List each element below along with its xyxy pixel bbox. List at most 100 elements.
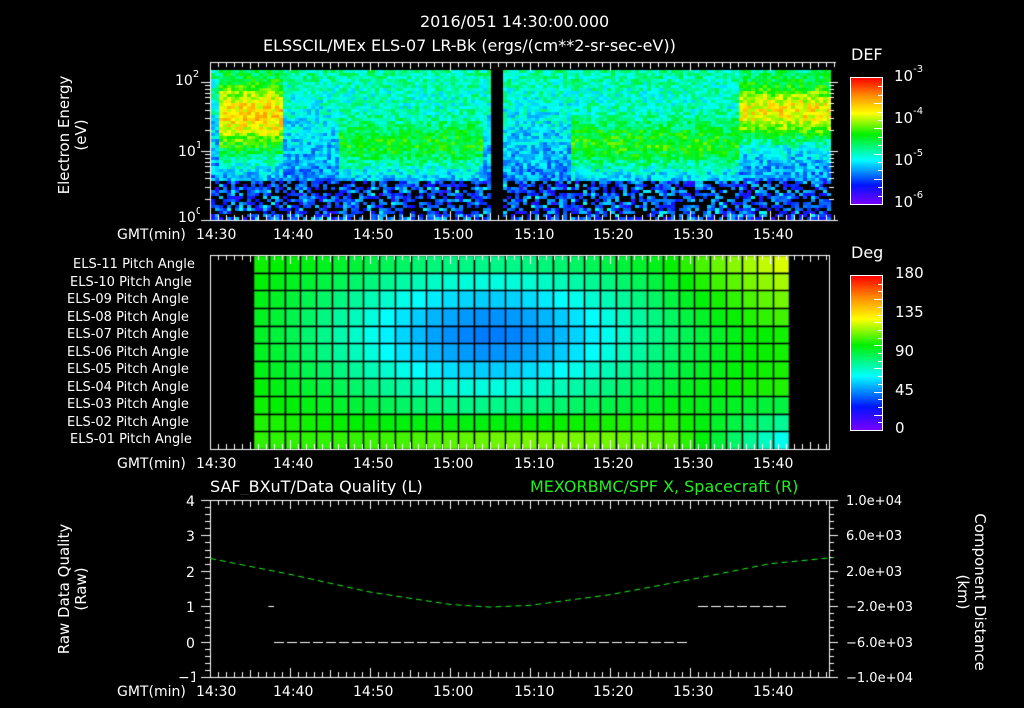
colorbar-tick — [874, 368, 882, 370]
xtick: 14:40 — [273, 456, 314, 472]
pitch-xaxis-label: GMT(min) — [117, 456, 186, 472]
plot-timestamp: 2016/051 14:30:00.000 — [420, 12, 610, 31]
deg-tick: 0 — [895, 419, 905, 437]
xtick: 15:00 — [433, 227, 474, 243]
colorbar-tick — [878, 406, 882, 408]
xtick: 15:30 — [673, 684, 714, 700]
xtick: 15:20 — [593, 684, 634, 700]
pitch-row-label: ELS-10 Pitch Angle — [70, 274, 192, 290]
ytick-left: 1 — [186, 600, 195, 616]
def-tick: 10-6 — [894, 190, 924, 211]
xtick: 14:30 — [196, 227, 237, 243]
xtick: 14:30 — [196, 684, 237, 700]
ytick-right: 1.0e+04 — [846, 494, 903, 509]
ytick-right: −6.0e+03 — [846, 636, 913, 651]
colorbar-tick — [874, 322, 882, 324]
colorbar-tick — [878, 314, 882, 316]
spectrogram-ylabel: Electron Energy (eV) — [55, 60, 91, 210]
def-colorbar-title: DEF — [851, 45, 883, 64]
xtick: 15:30 — [673, 227, 714, 243]
colorbar-tick — [878, 195, 882, 197]
xtick: 14:40 — [273, 684, 314, 700]
colorbar-tick — [874, 299, 882, 301]
pitch-angle-heatmap — [200, 250, 840, 454]
xtick: 14:50 — [353, 227, 394, 243]
def-tick: 10-3 — [894, 64, 924, 85]
colorbar-tick — [878, 291, 882, 293]
pitch-row-label: ELS-09 Pitch Angle — [67, 292, 189, 307]
colorbar-tick — [878, 136, 882, 138]
spec-ytick-1: 100 — [178, 207, 202, 226]
colorbar-tick — [874, 414, 882, 416]
pitch-row-label: ELS-04 Pitch Angle — [67, 379, 189, 395]
colorbar-tick — [878, 422, 882, 424]
colorbar-tick — [878, 283, 882, 285]
colorbar-tick — [878, 170, 882, 172]
xtick: 14:50 — [353, 684, 394, 700]
colorbar-tick — [874, 391, 882, 393]
quality-left-ylabel: Raw Data Quality (Raw) — [55, 514, 91, 664]
colorbar-tick — [878, 86, 882, 88]
xtick: 14:40 — [273, 227, 314, 243]
xtick: 14:30 — [196, 456, 237, 472]
colorbar-tick — [878, 111, 882, 113]
ytick-left: −1 — [178, 670, 199, 686]
ytick-left: 2 — [186, 565, 195, 581]
xtick: 15:10 — [514, 456, 555, 472]
quality-left-title: SAF_BXuT/Data Quality (L) — [210, 477, 423, 496]
colorbar-tick — [878, 145, 882, 147]
xtick: 14:50 — [353, 456, 394, 472]
colorbar-tick — [878, 337, 882, 339]
quality-left-ylabel-line1: Raw Data Quality — [55, 523, 73, 655]
xtick: 15:30 — [673, 456, 714, 472]
colorbar-tick — [878, 306, 882, 308]
xtick: 15:40 — [753, 456, 794, 472]
deg-tick: 90 — [895, 342, 915, 360]
def-tick: 10-4 — [894, 106, 924, 127]
quality-right-ylabel-line2: (km) — [953, 574, 972, 610]
xtick: 15:20 — [593, 456, 634, 472]
quality-xaxis-label: GMT(min) — [117, 684, 186, 700]
ytick-right: 6.0e+03 — [846, 529, 903, 544]
spec-ytick-100: 102 — [175, 69, 200, 89]
spectrogram-ylabel-line1: Electron Energy — [55, 75, 73, 195]
quality-left-ylabel-line2: (Raw) — [72, 567, 91, 611]
colorbar-tick — [878, 94, 882, 96]
pitch-row-label: ELS-11 Pitch Angle — [73, 257, 195, 272]
ytick-right: 2.0e+03 — [846, 565, 903, 580]
colorbar-tick — [878, 329, 882, 331]
plot-subtitle: ELSSCIL/MEx ELS-07 LR-Bk (ergs/(cm**2-sr… — [263, 36, 676, 55]
colorbar-tick — [874, 345, 882, 347]
xtick: 15:40 — [753, 227, 794, 243]
deg-tick: 45 — [895, 381, 915, 399]
xtick: 15:10 — [514, 684, 555, 700]
xtick: 15:00 — [433, 684, 474, 700]
def-colorbar — [850, 77, 883, 205]
ytick-left: 3 — [186, 529, 195, 545]
pitch-row-label: ELS-07 Pitch Angle — [67, 327, 189, 342]
ytick-left: 4 — [186, 494, 195, 510]
colorbar-tick — [878, 360, 882, 362]
energy-spectrogram — [200, 58, 840, 228]
deg-tick: 180 — [895, 264, 924, 282]
pitch-row-label: ELS-01 Pitch Angle — [70, 432, 192, 447]
quality-right-ylabel-line1: Component Distance — [971, 513, 989, 671]
ytick-left: 0 — [186, 636, 195, 652]
colorbar-tick — [878, 353, 882, 354]
colorbar-tick — [878, 376, 882, 378]
quality-right-ylabel: Component Distance (km) — [954, 502, 989, 682]
xtick: 15:20 — [593, 227, 634, 243]
deg-colorbar-title: Deg — [851, 243, 884, 262]
colorbar-tick — [878, 383, 882, 385]
colorbar-tick — [878, 187, 882, 189]
pitch-row-label: ELS-08 Pitch Angle — [67, 309, 189, 325]
colorbar-tick — [878, 120, 882, 121]
pitch-row-label: ELS-03 Pitch Angle — [67, 397, 189, 412]
quality-right-title: MEXORBMC/SPF X, Spacecraft (R) — [530, 477, 799, 496]
ytick-right: −1.0e+04 — [846, 671, 913, 686]
deg-colorbar — [850, 275, 883, 431]
colorbar-tick — [874, 178, 882, 180]
colorbar-tick — [874, 153, 882, 155]
colorbar-tick — [878, 162, 882, 163]
spec-ytick-10: 101 — [178, 141, 202, 160]
